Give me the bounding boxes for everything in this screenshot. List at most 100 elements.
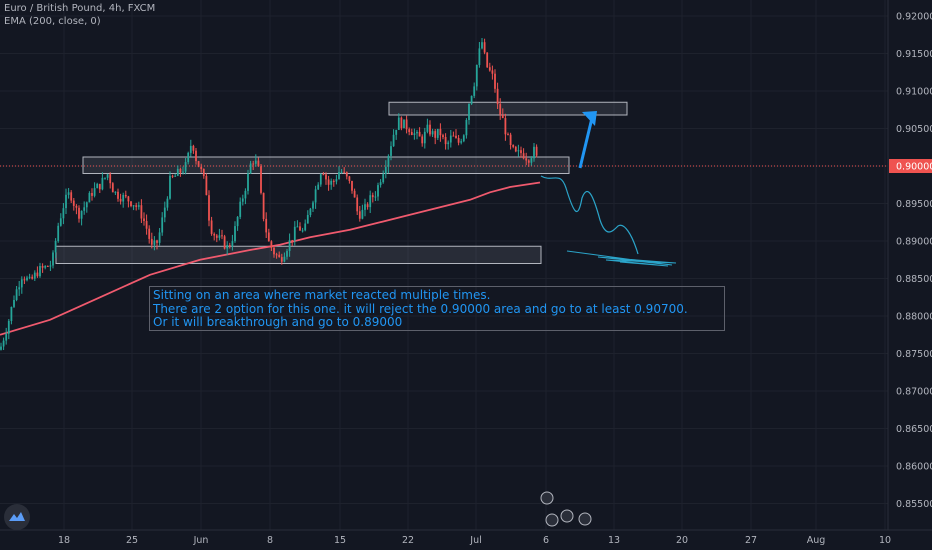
candle-body[interactable] xyxy=(293,226,296,241)
candle-body[interactable] xyxy=(252,163,255,165)
candle-body[interactable] xyxy=(213,233,216,236)
candle-body[interactable] xyxy=(353,190,356,198)
candle-body[interactable] xyxy=(390,146,392,156)
candle-body[interactable] xyxy=(421,136,424,144)
candle-body[interactable] xyxy=(184,162,187,172)
candle-body[interactable] xyxy=(20,279,23,288)
candle-body[interactable] xyxy=(127,196,130,202)
candle-body[interactable] xyxy=(494,73,496,89)
candle-body[interactable] xyxy=(145,221,148,229)
annotation-textbox[interactable]: Sitting on an area where market reacted … xyxy=(149,286,725,331)
candle-body[interactable] xyxy=(85,202,88,208)
candle-body[interactable] xyxy=(429,124,431,135)
candle-body[interactable] xyxy=(117,191,119,199)
candle-body[interactable] xyxy=(338,172,340,179)
candle-body[interactable] xyxy=(156,240,158,243)
candle-body[interactable] xyxy=(447,142,450,145)
target-scribble[interactable] xyxy=(566,250,677,267)
support-resistance-zones[interactable] xyxy=(0,101,888,264)
candle-body[interactable] xyxy=(332,180,335,182)
candle-body[interactable] xyxy=(137,205,140,207)
candle-body[interactable] xyxy=(2,340,5,347)
candle-body[interactable] xyxy=(140,205,143,219)
candle-body[interactable] xyxy=(150,238,153,245)
candle-body[interactable] xyxy=(208,195,210,221)
candle-body[interactable] xyxy=(434,131,437,138)
candle-body[interactable] xyxy=(442,135,444,137)
candle-body[interactable] xyxy=(478,48,481,65)
candle-body[interactable] xyxy=(83,207,86,211)
candle-body[interactable] xyxy=(280,257,283,262)
bearish-projection-path[interactable] xyxy=(540,175,639,255)
candle-body[interactable] xyxy=(39,266,41,277)
zone-rect[interactable] xyxy=(82,156,570,174)
candle-body[interactable] xyxy=(221,235,223,237)
candle-body[interactable] xyxy=(340,171,343,173)
candle-body[interactable] xyxy=(413,133,416,135)
candle-body[interactable] xyxy=(70,192,73,201)
candle-body[interactable] xyxy=(52,252,54,266)
candle-body[interactable] xyxy=(374,196,377,198)
candle-body[interactable] xyxy=(96,183,99,189)
candle-body[interactable] xyxy=(470,95,473,104)
candle-body[interactable] xyxy=(397,117,400,130)
candle-body[interactable] xyxy=(426,124,429,132)
candle-body[interactable] xyxy=(260,166,262,193)
candle-body[interactable] xyxy=(270,241,273,248)
economic-events[interactable] xyxy=(540,491,592,527)
candle-body[interactable] xyxy=(488,67,491,71)
bullish-arrow[interactable] xyxy=(578,117,594,169)
candle-body[interactable] xyxy=(244,190,247,199)
candle-body[interactable] xyxy=(130,201,132,207)
candle-body[interactable] xyxy=(465,120,468,136)
zone-rect[interactable] xyxy=(388,101,628,116)
candle-body[interactable] xyxy=(111,183,114,193)
candle-body[interactable] xyxy=(91,193,93,196)
event-marker-icon[interactable] xyxy=(545,513,559,527)
candle-body[interactable] xyxy=(241,198,244,202)
candle-body[interactable] xyxy=(46,266,49,267)
ema-line[interactable] xyxy=(0,181,541,336)
candle-body[interactable] xyxy=(361,209,364,219)
candle-body[interactable] xyxy=(231,241,234,247)
candle-body[interactable] xyxy=(457,138,460,143)
candle-body[interactable] xyxy=(18,287,21,290)
candle-body[interactable] xyxy=(322,174,325,176)
candle-body[interactable] xyxy=(153,240,156,245)
candle-body[interactable] xyxy=(475,65,478,87)
candle-body[interactable] xyxy=(161,217,164,233)
candle-body[interactable] xyxy=(163,207,166,218)
ema-200-line[interactable] xyxy=(0,181,541,336)
candle-body[interactable] xyxy=(254,160,257,164)
candle-body[interactable] xyxy=(15,289,18,300)
candle-body[interactable] xyxy=(28,276,31,278)
candle-body[interactable] xyxy=(273,247,275,255)
candle-body[interactable] xyxy=(135,205,138,207)
candle-body[interactable] xyxy=(314,189,317,203)
candle-body[interactable] xyxy=(228,245,231,247)
current-price-badge[interactable] xyxy=(889,159,932,173)
candle-body[interactable] xyxy=(36,272,39,277)
candle-body[interactable] xyxy=(514,146,517,152)
candle-body[interactable] xyxy=(317,184,320,190)
candle-body[interactable] xyxy=(382,174,385,183)
candle-body[interactable] xyxy=(275,254,278,256)
candle-body[interactable] xyxy=(218,235,221,238)
candle-body[interactable] xyxy=(296,226,299,228)
candle-body[interactable] xyxy=(158,232,161,243)
candle-body[interactable] xyxy=(369,195,372,208)
candle-body[interactable] xyxy=(182,171,184,173)
candle-body[interactable] xyxy=(301,230,304,232)
candle-body[interactable] xyxy=(104,177,106,179)
candle-body[interactable] xyxy=(10,307,13,321)
candle-body[interactable] xyxy=(98,183,101,190)
candle-body[interactable] xyxy=(49,265,52,267)
candle-body[interactable] xyxy=(13,300,15,307)
candle-body[interactable] xyxy=(343,171,346,173)
candle-body[interactable] xyxy=(533,146,535,159)
candle-body[interactable] xyxy=(0,346,2,350)
candle-body[interactable] xyxy=(499,104,502,115)
candle-body[interactable] xyxy=(356,197,359,212)
candle-body[interactable] xyxy=(509,134,512,145)
candle-body[interactable] xyxy=(491,70,494,74)
